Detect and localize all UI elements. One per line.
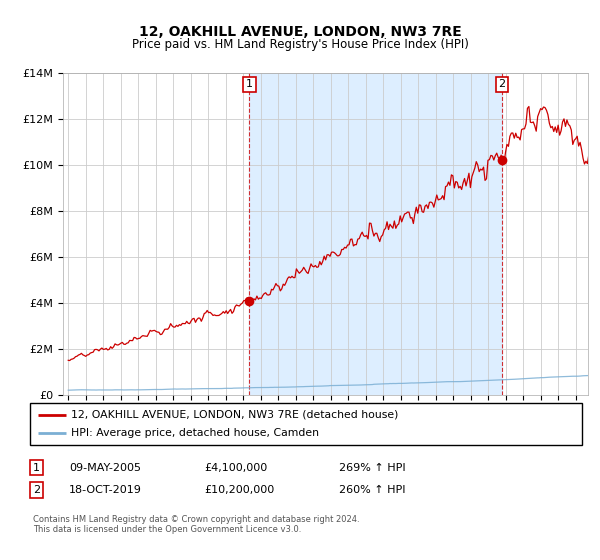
Text: This data is licensed under the Open Government Licence v3.0.: This data is licensed under the Open Gov… bbox=[33, 525, 301, 534]
Bar bbox=[250, 73, 502, 395]
Text: 1: 1 bbox=[246, 80, 253, 89]
Text: £4,100,000: £4,100,000 bbox=[204, 463, 267, 473]
Text: HPI: Average price, detached house, Camden: HPI: Average price, detached house, Camd… bbox=[71, 428, 319, 438]
Text: 09-MAY-2005: 09-MAY-2005 bbox=[69, 463, 141, 473]
Text: 260% ↑ HPI: 260% ↑ HPI bbox=[339, 485, 406, 495]
Text: Contains HM Land Registry data © Crown copyright and database right 2024.: Contains HM Land Registry data © Crown c… bbox=[33, 515, 359, 524]
Text: 1: 1 bbox=[33, 463, 40, 473]
Text: 12, OAKHILL AVENUE, LONDON, NW3 7RE (detached house): 12, OAKHILL AVENUE, LONDON, NW3 7RE (det… bbox=[71, 410, 399, 420]
Text: 2: 2 bbox=[499, 80, 506, 89]
Text: Price paid vs. HM Land Registry's House Price Index (HPI): Price paid vs. HM Land Registry's House … bbox=[131, 38, 469, 52]
Text: £10,200,000: £10,200,000 bbox=[204, 485, 274, 495]
Text: 2: 2 bbox=[33, 485, 40, 495]
Text: 18-OCT-2019: 18-OCT-2019 bbox=[69, 485, 142, 495]
Text: 269% ↑ HPI: 269% ↑ HPI bbox=[339, 463, 406, 473]
Text: 12, OAKHILL AVENUE, LONDON, NW3 7RE: 12, OAKHILL AVENUE, LONDON, NW3 7RE bbox=[139, 26, 461, 39]
